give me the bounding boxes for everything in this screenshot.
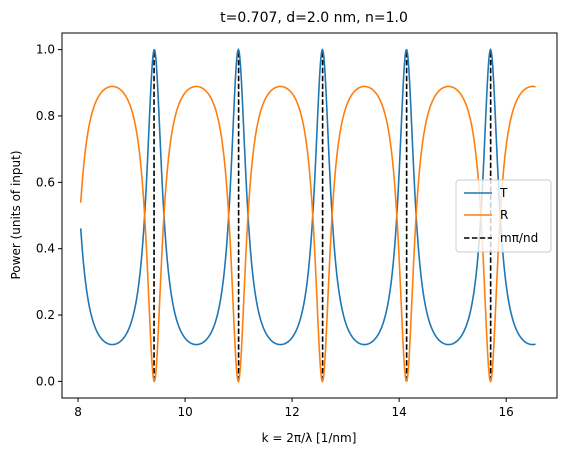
legend-label-r: R <box>500 208 508 222</box>
x-axis-ticks: 8 10 12 14 16 <box>74 398 514 419</box>
y-tick-label: 0.6 <box>36 175 55 189</box>
axes-frame <box>61 32 558 399</box>
x-tick-label: 10 <box>177 405 192 419</box>
chart-title: t=0.707, d=2.0 nm, n=1.0 <box>220 10 408 26</box>
y-axis-label: Power (units of input) <box>9 150 23 279</box>
series-line-r <box>79 85 536 384</box>
y-tick-label: 1.0 <box>36 43 55 57</box>
vlines-group <box>153 49 492 382</box>
legend-label-vlines: mπ/nd <box>500 231 538 245</box>
x-axis-label: k = 2π/λ [1/nm] <box>262 431 357 445</box>
y-axis-ticks: 0.0 0.2 0.4 0.6 0.8 1.0 <box>36 43 62 388</box>
y-tick-label: 0.4 <box>36 242 55 256</box>
legend: T R mπ/nd <box>455 179 552 253</box>
x-tick-label: 12 <box>284 405 299 419</box>
legend-box <box>455 179 552 253</box>
series-line-t <box>79 47 536 346</box>
y-tick-label: 0.0 <box>36 374 55 388</box>
legend-label-t: T <box>499 186 508 200</box>
x-tick-label: 16 <box>499 405 514 419</box>
x-tick-label: 8 <box>74 405 82 419</box>
plot-area <box>79 47 536 384</box>
x-tick-label: 14 <box>391 405 406 419</box>
y-tick-label: 0.2 <box>36 308 55 322</box>
y-tick-label: 0.8 <box>36 109 55 123</box>
